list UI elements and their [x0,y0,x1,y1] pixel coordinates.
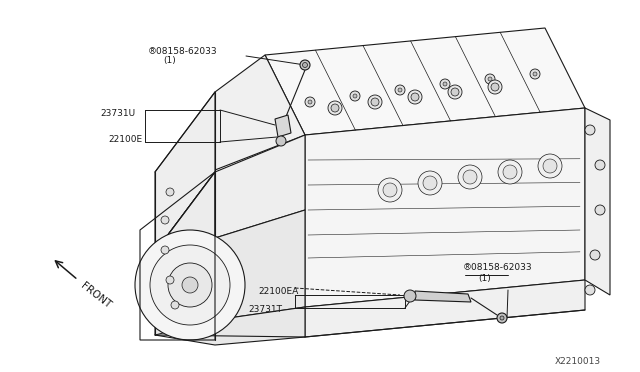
Polygon shape [215,55,305,170]
Polygon shape [155,210,305,320]
Circle shape [491,83,499,91]
Text: 23731U: 23731U [100,109,135,118]
Circle shape [161,216,169,224]
Circle shape [404,290,416,302]
Circle shape [423,176,437,190]
Circle shape [182,277,198,293]
Circle shape [331,104,339,112]
Circle shape [451,88,459,96]
Circle shape [353,94,357,98]
Polygon shape [155,172,215,262]
Circle shape [595,205,605,215]
Circle shape [305,97,315,107]
Circle shape [166,188,174,196]
Circle shape [488,77,492,81]
Circle shape [166,276,174,284]
Text: ®08158-62033: ®08158-62033 [463,263,532,273]
Text: X2210013: X2210013 [555,357,601,366]
Circle shape [590,250,600,260]
Circle shape [503,165,517,179]
Circle shape [328,101,342,115]
Circle shape [276,136,286,146]
Circle shape [533,72,537,76]
Circle shape [150,245,230,325]
Circle shape [378,178,402,202]
Circle shape [161,246,169,254]
Text: FRONT: FRONT [79,281,113,311]
Circle shape [458,165,482,189]
Circle shape [408,90,422,104]
Text: (1): (1) [478,273,491,282]
Text: 23731T: 23731T [248,305,282,314]
Polygon shape [155,307,305,345]
Circle shape [538,154,562,178]
Circle shape [585,285,595,295]
Circle shape [530,69,540,79]
Circle shape [368,95,382,109]
Text: 22100E: 22100E [108,135,142,144]
Circle shape [135,230,245,340]
Circle shape [171,301,179,309]
Circle shape [303,62,307,67]
Circle shape [543,159,557,173]
Circle shape [488,80,502,94]
Circle shape [395,85,405,95]
Polygon shape [155,135,305,262]
Circle shape [595,160,605,170]
Circle shape [443,82,447,86]
Circle shape [418,171,442,195]
Polygon shape [155,92,215,252]
Circle shape [398,88,402,92]
Circle shape [485,74,495,84]
Circle shape [498,160,522,184]
Circle shape [383,183,397,197]
Polygon shape [415,291,471,302]
Polygon shape [305,280,585,337]
Text: ®08158-62033: ®08158-62033 [148,46,218,55]
Circle shape [168,263,212,307]
Polygon shape [275,115,291,137]
Circle shape [371,98,379,106]
Circle shape [411,93,419,101]
Text: 22100EA: 22100EA [258,288,298,296]
Circle shape [350,91,360,101]
Text: (1): (1) [163,57,176,65]
Circle shape [448,85,462,99]
Polygon shape [305,108,585,307]
Circle shape [497,313,507,323]
Circle shape [440,79,450,89]
Circle shape [500,316,504,320]
Circle shape [308,100,312,104]
Polygon shape [265,28,585,135]
Circle shape [585,125,595,135]
Circle shape [463,170,477,184]
Circle shape [300,60,310,70]
Polygon shape [585,108,610,295]
